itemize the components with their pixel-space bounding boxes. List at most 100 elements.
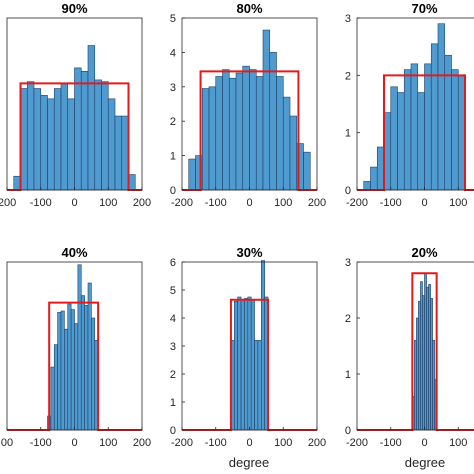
histogram-bar [80, 295, 85, 431]
histogram-bar [289, 115, 298, 191]
histogram-bar [77, 264, 82, 431]
x-tick-label: 100 [449, 197, 467, 209]
histogram-bar [201, 88, 210, 191]
histogram-bar [47, 98, 55, 191]
histogram-bar [418, 300, 421, 431]
histogram-bar [87, 45, 96, 191]
histogram-bar [257, 340, 262, 431]
histogram-bar [94, 79, 102, 191]
histogram-bar [390, 86, 398, 191]
x-tick-label: -200 [171, 437, 193, 449]
y-tick-label: 3 [170, 82, 176, 94]
histogram-bar [234, 300, 238, 431]
y-tick-label: 5 [170, 285, 176, 297]
x-tick-label: 200 [133, 437, 151, 449]
y-tick-label: 2 [170, 116, 176, 128]
panel-title: 30% [236, 245, 262, 260]
histogram-bar [107, 98, 116, 191]
x-tick-label: -100 [205, 437, 227, 449]
histogram-bar [242, 65, 250, 191]
histogram-bar [237, 296, 242, 431]
histogram-bar [417, 92, 425, 191]
histogram-bar [57, 312, 62, 431]
x-tick-label: -100 [380, 197, 402, 209]
x-tick-label: -100 [205, 197, 227, 209]
x-tick-label: 0 [71, 197, 77, 209]
histogram-bar [215, 76, 223, 191]
histogram-bar [114, 115, 123, 191]
histogram-bar [70, 309, 75, 431]
histogram-bar [84, 305, 89, 431]
x-axis-label: degree [405, 455, 445, 470]
histogram-bar [128, 174, 136, 191]
x-tick-label: 200 [308, 437, 326, 449]
x-tick-label: -100 [30, 197, 52, 209]
panel-1: 90% 200 -100 0 100 200 [0, 1, 151, 209]
histogram-bar [53, 88, 62, 191]
histogram-bar [50, 366, 55, 431]
histogram-bar [74, 323, 79, 431]
histogram-bar [64, 328, 69, 431]
panel-title: 40% [61, 245, 87, 260]
x-tick-label: 100 [449, 437, 467, 449]
histogram-bar [188, 158, 196, 191]
x-tick-label: 200 [133, 197, 151, 209]
x-tick-label: 200 [308, 197, 326, 209]
x-tick-label: -200 [346, 197, 368, 209]
x-tick-label: 0 [246, 437, 252, 449]
histogram-bar [282, 96, 291, 191]
y-tick-label: 3 [345, 257, 351, 269]
histogram-bar [87, 282, 92, 431]
y-tick-label: 0 [345, 185, 351, 197]
histogram-bar [363, 181, 371, 191]
x-tick-label: 100 [99, 437, 117, 449]
histogram-bar [420, 281, 423, 431]
histogram-bar [376, 146, 385, 191]
y-tick-label: 1 [345, 369, 351, 381]
panel-title: 80% [236, 1, 262, 16]
histogram-bar [240, 299, 245, 431]
histogram-bar [422, 295, 425, 431]
histogram-bar [414, 340, 417, 431]
histogram-bar [424, 272, 427, 431]
histogram-bar [20, 88, 28, 191]
y-tick-label: 1 [345, 128, 351, 140]
histogram-bar [432, 340, 435, 431]
histogram-bar [254, 340, 259, 431]
y-tick-label: 3 [170, 341, 176, 353]
histogram-bar [67, 98, 75, 191]
histogram-bar [261, 260, 265, 431]
histogram-bar [430, 43, 439, 191]
y-tick-label: 1 [170, 151, 176, 163]
histogram-bar [269, 52, 277, 191]
histogram-bar [250, 299, 255, 431]
histogram-bar [424, 63, 432, 191]
histogram-bar [262, 29, 271, 191]
x-tick-label: 0 [421, 197, 427, 209]
x-axis-label: degree [229, 455, 269, 470]
histogram-bar [255, 76, 264, 191]
histogram-bar [91, 317, 96, 431]
y-tick-label: 6 [170, 257, 176, 269]
histogram-bar [235, 72, 244, 191]
panel-3: 70% -200 -100 0 100 0 1 2 3 [345, 1, 474, 209]
y-tick-label: 0 [170, 185, 176, 197]
x-tick-label: 100 [99, 197, 117, 209]
histogram-bar [74, 67, 82, 191]
x-tick-label: 00 [1, 437, 13, 449]
y-tick-label: 3 [345, 13, 351, 25]
histogram-bar [303, 151, 311, 191]
x-tick-label: -200 [346, 437, 368, 449]
panel-title: 90% [61, 1, 87, 16]
histogram-bar [416, 317, 419, 431]
x-tick-label: 0 [246, 197, 252, 209]
histogram-bar [457, 75, 466, 191]
y-tick-label: 4 [170, 313, 176, 325]
histogram-bar [451, 69, 459, 191]
y-tick-label: 2 [345, 313, 351, 325]
histogram-bar [26, 81, 35, 191]
x-tick-label: -100 [380, 437, 402, 449]
histogram-bar [67, 303, 72, 431]
histogram-bar [222, 69, 230, 191]
